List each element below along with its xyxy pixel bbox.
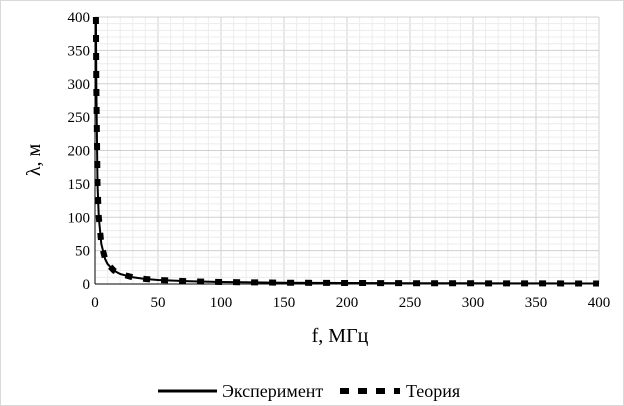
x-tick-label: 350 (525, 295, 548, 311)
y-tick-label: 100 (68, 210, 91, 226)
legend-label-theory: Теория (406, 381, 460, 401)
x-tick-label: 150 (273, 295, 296, 311)
x-tick-labels: 0 50 100 150 200 250 300 350 400 (91, 295, 610, 311)
series-line-theory (92, 16, 600, 287)
x-tick-label: 100 (210, 295, 233, 311)
y-tick-label: 300 (68, 77, 91, 93)
y-axis-title: λ, м (23, 143, 45, 176)
y-tick-label: 0 (83, 277, 91, 293)
y-tick-label: 350 (68, 43, 91, 59)
x-tick-label: 200 (336, 295, 359, 311)
y-tick-label: 400 (68, 10, 91, 26)
gridlines (94, 16, 600, 285)
y-tick-label: 50 (75, 244, 90, 260)
legend: Эксперимент Теория (158, 381, 460, 401)
legend-label-experiment: Эксперимент (222, 381, 323, 401)
series-lines (92, 16, 600, 287)
x-tick-label: 400 (588, 295, 611, 311)
y-tick-label: 150 (68, 177, 91, 193)
y-tick-label: 250 (68, 110, 91, 126)
y-tick-label: 200 (68, 144, 91, 160)
x-tick-label: 0 (91, 295, 99, 311)
x-axis-title: f, МГц (312, 325, 369, 347)
x-tick-label: 50 (151, 295, 166, 311)
x-tick-label: 300 (462, 295, 485, 311)
x-tick-label: 250 (399, 295, 422, 311)
y-tick-labels: 0 50 100 150 200 250 300 350 400 (68, 10, 91, 293)
